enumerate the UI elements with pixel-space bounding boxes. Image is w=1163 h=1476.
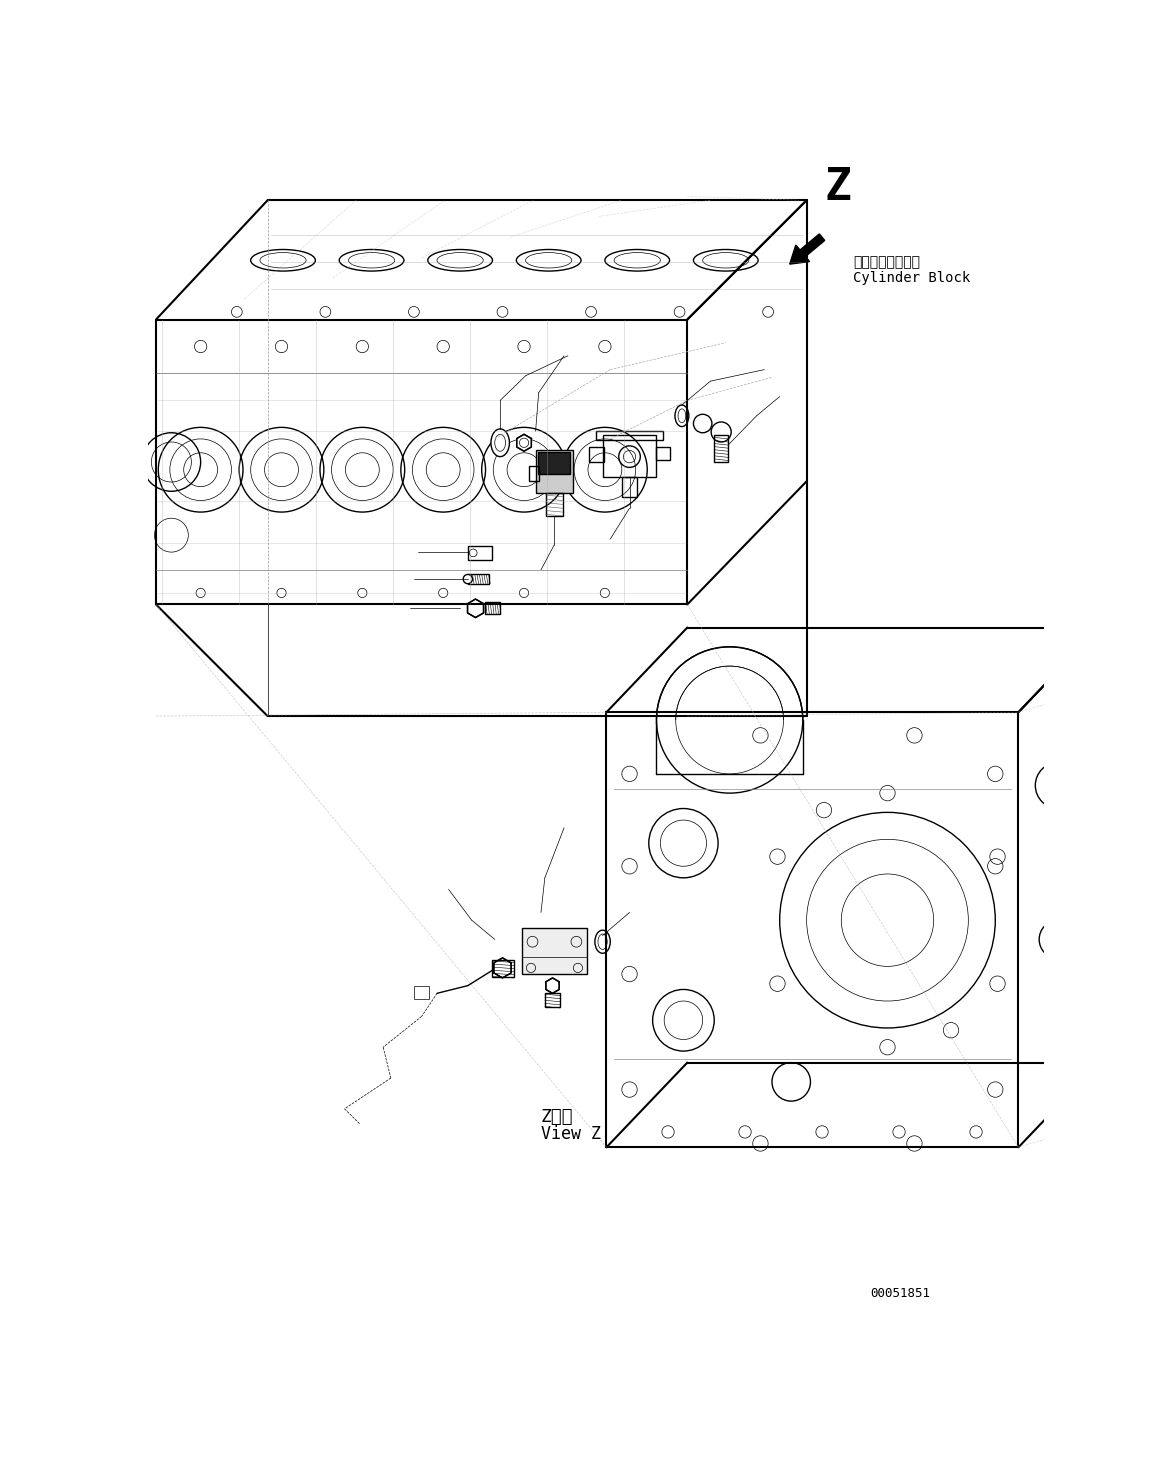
Bar [545,493,563,517]
Bar [485,602,500,614]
Ellipse shape [497,307,508,317]
Bar [468,546,492,559]
Bar [602,435,656,477]
Polygon shape [545,979,559,993]
Bar [468,574,490,583]
Ellipse shape [656,646,802,793]
Ellipse shape [675,404,688,427]
Ellipse shape [763,307,773,317]
Bar [529,466,538,481]
Bar [414,986,429,999]
Bar [492,961,514,977]
Ellipse shape [516,249,582,272]
Text: シリンダブロック: シリンダブロック [852,255,920,270]
Ellipse shape [251,249,315,272]
FancyArrow shape [790,233,825,264]
Bar [544,993,561,1007]
Polygon shape [516,434,531,452]
Ellipse shape [231,307,242,317]
Ellipse shape [491,430,509,456]
Polygon shape [494,958,512,979]
Ellipse shape [428,249,492,272]
Ellipse shape [463,574,472,583]
Ellipse shape [779,812,996,1027]
Ellipse shape [595,930,611,953]
Text: View Z: View Z [541,1126,601,1144]
Polygon shape [468,599,484,617]
Bar [522,928,587,974]
Bar [714,435,728,462]
Bar [622,477,637,496]
Bar [597,431,663,440]
Text: Z: Z [825,167,851,210]
Ellipse shape [340,249,404,272]
Ellipse shape [693,415,712,432]
Bar [536,450,572,493]
Bar [538,452,570,474]
Ellipse shape [320,307,330,317]
Ellipse shape [605,249,670,272]
Ellipse shape [693,249,758,272]
Bar [588,447,604,462]
Text: Cylinder Block: Cylinder Block [852,272,970,285]
Text: 00051851: 00051851 [871,1287,930,1300]
Ellipse shape [586,307,597,317]
Ellipse shape [408,307,420,317]
Ellipse shape [675,307,685,317]
Text: Z　視: Z 視 [541,1108,573,1126]
Bar [656,447,670,461]
